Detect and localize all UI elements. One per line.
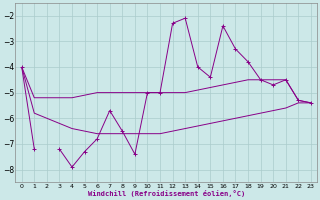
X-axis label: Windchill (Refroidissement éolien,°C): Windchill (Refroidissement éolien,°C) — [88, 190, 245, 197]
